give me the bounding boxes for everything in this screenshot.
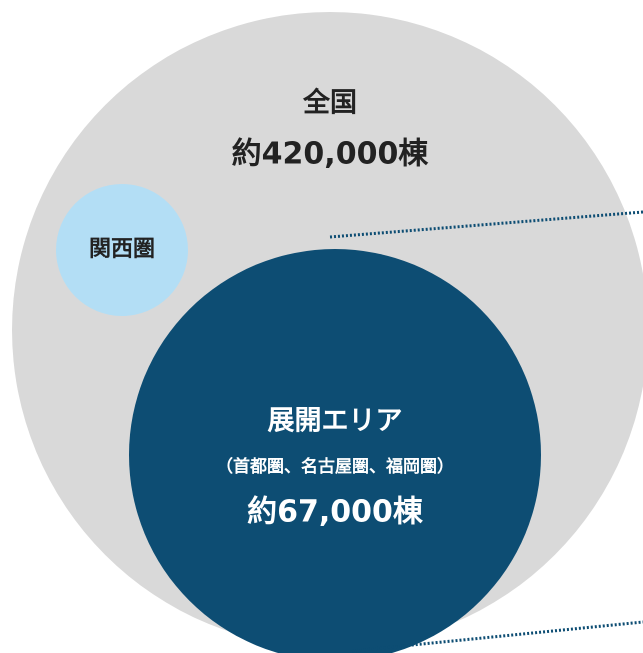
area-count: 約67,000棟 xyxy=(247,495,424,530)
area-circle xyxy=(129,249,541,653)
kansai-circle xyxy=(56,184,188,316)
dotted-line-top xyxy=(329,210,643,239)
kansai-label: 関西圏 xyxy=(89,237,155,262)
area-label: 展開エリア xyxy=(268,406,403,437)
dotted-line-bottom xyxy=(351,620,643,653)
circles xyxy=(12,12,643,653)
area-detail: （首都圏、名古屋圏、福岡圏） xyxy=(216,456,454,477)
nation-label: 全国 xyxy=(302,87,357,119)
nation-count: 約420,000棟 xyxy=(232,137,430,172)
